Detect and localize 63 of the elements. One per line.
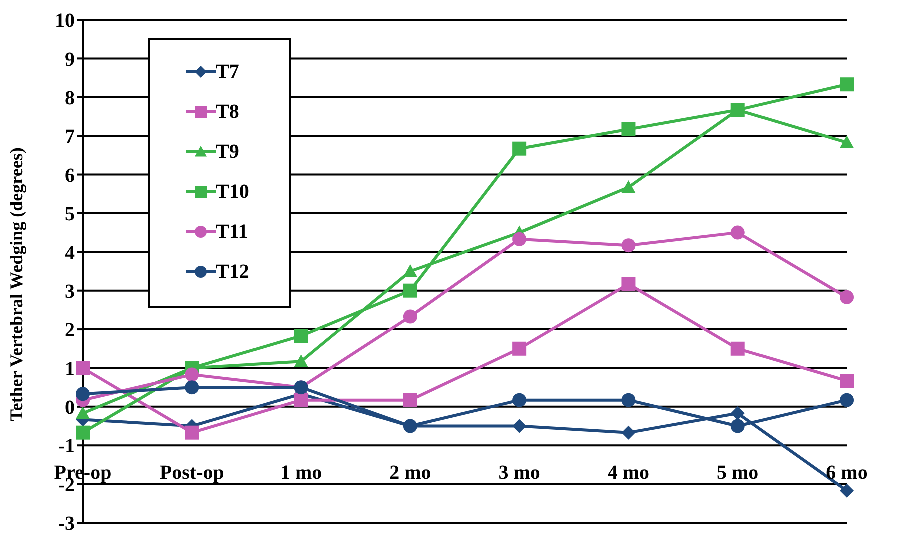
point xyxy=(403,310,418,324)
point xyxy=(185,368,200,382)
point xyxy=(622,238,636,253)
point xyxy=(730,419,745,434)
point xyxy=(294,393,308,408)
y-tick-label: -3 xyxy=(58,513,75,536)
y-tick-label: 3 xyxy=(65,280,75,303)
point xyxy=(840,136,854,148)
y-tick-label: 8 xyxy=(65,87,75,110)
legend-label: T9 xyxy=(216,140,240,164)
x-tick-label: 4 mo xyxy=(608,462,650,484)
y-tick-label: 9 xyxy=(65,48,75,71)
point xyxy=(76,361,90,376)
x-tick-label: 1 mo xyxy=(280,462,322,484)
x-tick-label: 3 mo xyxy=(498,462,540,484)
legend-label: T7 xyxy=(216,60,240,84)
point xyxy=(840,78,854,92)
y-tick-label: -1 xyxy=(58,436,75,458)
y-tick-label: 2 xyxy=(65,320,75,342)
y-tick-label: 0 xyxy=(65,397,75,420)
legend-label: T10 xyxy=(216,180,250,204)
point xyxy=(840,290,854,304)
point xyxy=(512,142,527,156)
point xyxy=(403,264,418,278)
point xyxy=(730,406,745,420)
point xyxy=(512,342,527,356)
y-tick-label: 1 xyxy=(65,358,75,380)
legend-label: T8 xyxy=(216,100,240,124)
x-tick-label: 5 mo xyxy=(717,462,759,484)
legend-label: T11 xyxy=(216,220,248,244)
point xyxy=(512,232,527,246)
point xyxy=(185,380,200,395)
point xyxy=(294,354,308,368)
point xyxy=(730,226,745,240)
point xyxy=(622,277,636,292)
y-axis-title: Tether Vertebral Wedging (degrees) xyxy=(6,148,26,422)
point xyxy=(512,393,527,408)
x-tick-label: Post-op xyxy=(160,462,224,484)
point xyxy=(622,122,636,136)
point xyxy=(840,374,854,388)
x-tick-label: 2 mo xyxy=(390,462,432,484)
point xyxy=(840,484,854,498)
y-tick-label: 4 xyxy=(65,242,75,264)
point xyxy=(622,180,636,194)
y-tick-label: 6 xyxy=(65,164,75,187)
point xyxy=(76,387,90,402)
y-tick-label: 7 xyxy=(65,126,75,148)
point xyxy=(512,419,527,434)
point xyxy=(403,419,418,434)
point xyxy=(622,393,636,408)
point xyxy=(622,426,636,440)
y-tick-label: 5 xyxy=(65,204,75,226)
point xyxy=(185,426,200,440)
point xyxy=(840,393,854,408)
y-tick-label: 10 xyxy=(55,10,75,32)
point xyxy=(403,393,418,408)
point xyxy=(730,342,745,356)
point xyxy=(76,426,90,440)
x-tick-label: 6 mo xyxy=(826,462,868,484)
point xyxy=(403,284,418,298)
legend-label: T12 xyxy=(216,260,250,284)
point xyxy=(294,329,308,344)
point xyxy=(76,406,90,420)
